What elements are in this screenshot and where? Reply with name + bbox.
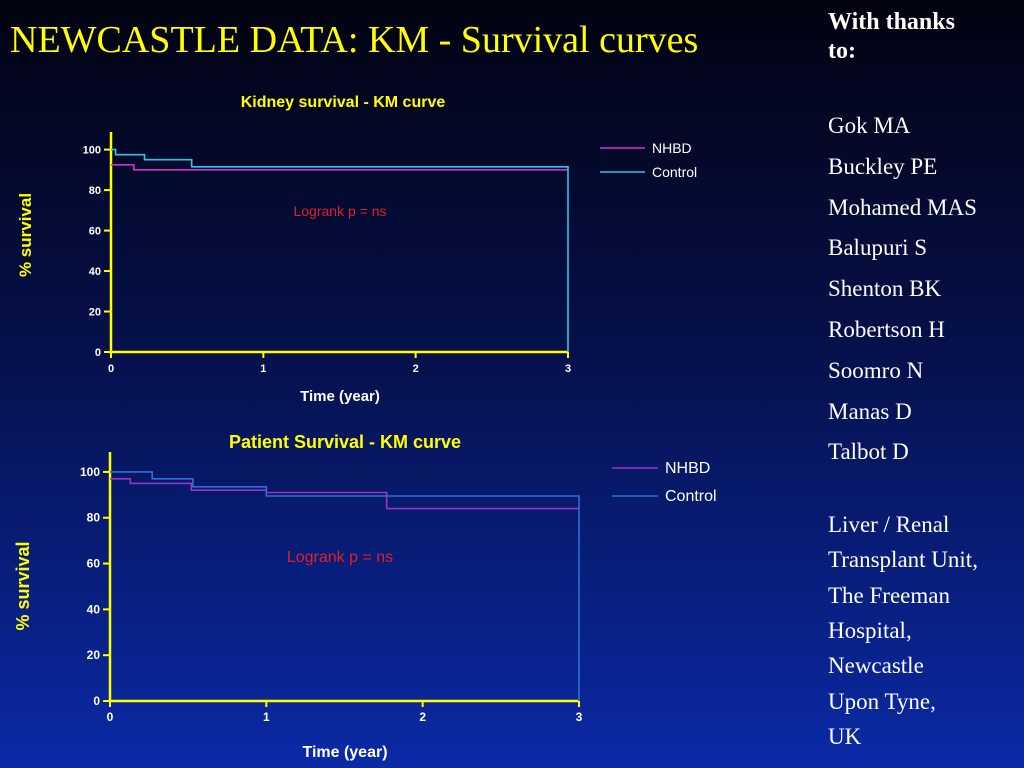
affiliation-line: Transplant Unit, [828, 547, 978, 573]
kidney-chart-title: Kidney survival - KM curve [241, 94, 446, 111]
patient-x-axis-label: Time (year) [302, 744, 387, 761]
thanks-heading-line: to: [828, 38, 856, 64]
affiliation-line: Liver / Renal [828, 512, 950, 538]
kidney-survival-chart: Kidney survival - KM curve 0 20 40 60 80 100 0 1… [0, 80, 800, 420]
patient-x-tick-label: 3 [576, 710, 583, 724]
kidney-survival-svg: Kidney survival - KM curve 0 20 40 60 80 100 0 1… [16, 94, 697, 405]
patient-y-tick-label: 40 [87, 602, 101, 616]
patient-x-tick-label: 0 [107, 710, 114, 724]
kidney-nhbd-curve [111, 164, 568, 171]
affiliation-line: Newcastle [828, 653, 924, 679]
contributor-name: Mohamed MAS [828, 194, 977, 220]
kidney-x-tick-label: 2 [413, 363, 419, 375]
contributor-name: Balupuri S [828, 235, 928, 261]
patient-chart-title: Patient Survival - KM curve [229, 432, 461, 452]
patient-y-tick-label: 60 [87, 557, 101, 571]
patient-y-axis-label: % survival [13, 541, 33, 630]
kidney-x-axis-label: Time (year) [300, 388, 380, 405]
kidney-y-tick-label: 80 [89, 185, 101, 197]
kidney-y-tick-label: 0 [95, 347, 101, 359]
patient-y-tick-label: 20 [87, 648, 101, 662]
kidney-y-axis-label: % survival [16, 193, 35, 277]
patient-survival-chart: Patient Survival - KM curve 0 20 40 60 80 100 0… [0, 420, 800, 768]
contributor-name: Robertson H [828, 316, 945, 342]
thanks-heading-line: With thanks [828, 9, 955, 35]
contributor-name: Manas D [828, 398, 912, 424]
contributor-name: Soomro N [828, 357, 924, 383]
affiliation-line: UK [828, 723, 862, 749]
kidney-logrank-annotation: Logrank p = ns [293, 203, 386, 219]
slide-title: NEWCASTLE DATA: KM - Survival curves [10, 19, 699, 61]
kidney-x-tick-label: 0 [108, 363, 114, 375]
patient-y-tick-label: 100 [80, 465, 100, 479]
kidney-y-tick-label: 20 [89, 307, 101, 319]
kidney-x-tick-label: 3 [565, 363, 571, 375]
kidney-x-tick-label: 1 [260, 363, 266, 375]
affiliation: Liver / Renal Transplant Unit, The Freem… [828, 507, 1020, 754]
thanks-heading: With thanks to: [828, 8, 1020, 66]
patient-survival-svg: Patient Survival - KM curve 0 20 40 60 80 100 0… [13, 432, 717, 761]
contributor-name: Buckley PE [828, 153, 938, 179]
contributor-name: Gok MA [828, 113, 911, 138]
kidney-legend-label-nhbd: NHBD [652, 140, 692, 156]
patient-y-tick-label: 0 [93, 694, 100, 708]
affiliation-line: Upon Tyne, [828, 688, 936, 714]
kidney-y-tick-label: 60 [89, 226, 101, 238]
patient-logrank-annotation: Logrank p = ns [287, 549, 393, 566]
kidney-y-tick-label: 40 [89, 266, 101, 278]
affiliation-line: The Freeman [828, 582, 950, 608]
patient-legend-label-control: Control [665, 488, 717, 505]
patient-x-tick-label: 1 [263, 710, 270, 724]
patient-control-curve [110, 471, 580, 701]
contributor-name: Talbot D [828, 439, 909, 465]
patient-y-tick-label: 80 [87, 511, 101, 525]
patient-x-tick-label: 2 [419, 710, 426, 724]
contributor-name: Shenton BK [828, 276, 942, 302]
affiliation-line: Hospital, [828, 618, 912, 644]
acknowledgements: With thanks to: Gok MA Buckley PE Mohame… [828, 8, 1020, 754]
contributor-list: Gok MA Buckley PE Mohamed MAS Balupuri S… [828, 106, 1020, 473]
kidney-y-tick-label: 100 [83, 145, 101, 157]
patient-legend-label-nhbd: NHBD [665, 460, 710, 477]
kidney-legend-label-control: Control [652, 164, 697, 180]
patient-nhbd-curve [110, 477, 579, 510]
kidney-control-curve [111, 148, 569, 352]
